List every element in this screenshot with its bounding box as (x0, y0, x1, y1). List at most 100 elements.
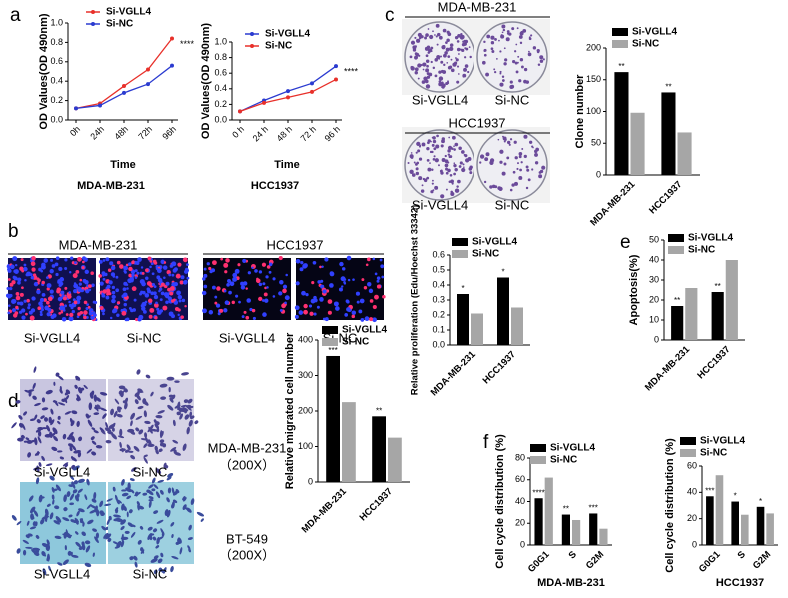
cell (36, 450, 40, 456)
colony (457, 33, 461, 38)
y-tick-label: 40 (649, 254, 659, 264)
colony (444, 163, 449, 168)
cell (35, 428, 42, 433)
cell (83, 384, 88, 390)
y-tick-label: 0.5 (432, 264, 445, 274)
cell (35, 477, 40, 485)
cell (159, 439, 165, 443)
legend-swatch (612, 28, 628, 36)
nucleus (72, 273, 78, 279)
nucleus (237, 263, 241, 267)
cell (63, 507, 68, 512)
legend-label: Si-VGLL4 (688, 233, 733, 244)
nucleus (171, 273, 175, 277)
nucleus (208, 310, 214, 315)
nucleus (19, 292, 24, 297)
nucleus (148, 314, 153, 319)
cell (86, 478, 90, 486)
colony (461, 150, 465, 154)
annotation: **** (532, 488, 544, 497)
nucleus (374, 294, 379, 300)
y-tick-label: 0 (596, 169, 601, 179)
image-label: HCC1937 (448, 115, 505, 130)
nucleus (9, 286, 13, 291)
cell (99, 510, 104, 515)
cell (137, 504, 140, 511)
bar (677, 132, 692, 175)
image-label: MDA-MB-231 (208, 440, 287, 455)
nucleus (159, 309, 164, 313)
nucleus (14, 263, 18, 267)
cell (113, 410, 118, 418)
nucleus (177, 313, 180, 317)
y-tick-label: 20 (649, 294, 659, 304)
y-tick-label: 0.8 (50, 37, 63, 47)
cell (44, 417, 49, 422)
cell (110, 422, 116, 429)
colony (484, 157, 489, 162)
cell (78, 436, 83, 442)
cell (76, 397, 81, 402)
nucleus (151, 283, 156, 287)
nucleus (168, 273, 172, 277)
colony (430, 190, 434, 194)
colony (541, 165, 546, 170)
cell (129, 478, 135, 482)
nucleus (83, 300, 88, 305)
nucleus (311, 281, 315, 285)
y-tick-label: 40 (687, 487, 697, 497)
cell (187, 537, 193, 540)
colony (436, 32, 441, 37)
nucleus (124, 270, 127, 274)
nucleus (312, 260, 317, 265)
y-tick-label: 0.8 (214, 52, 227, 62)
cell (33, 549, 38, 555)
colony (509, 80, 513, 84)
cell (15, 400, 21, 404)
cell (189, 411, 193, 418)
nucleus (303, 303, 308, 309)
colony (440, 194, 445, 199)
nucleus (41, 292, 46, 297)
cell (127, 522, 134, 528)
cell (87, 519, 94, 525)
nucleus (158, 289, 161, 293)
cell (96, 509, 100, 517)
colony (506, 140, 511, 145)
colony (539, 55, 544, 60)
legend-label: Si-VGLL4 (265, 29, 310, 40)
bar (766, 513, 774, 545)
colony (525, 80, 530, 84)
nucleus (279, 308, 283, 312)
colony (410, 65, 414, 70)
nucleus (285, 273, 288, 277)
colony (435, 35, 438, 38)
cell (64, 464, 69, 468)
cell (154, 423, 160, 430)
cell (93, 491, 97, 500)
cell (63, 531, 68, 539)
cell (91, 498, 97, 503)
y-tick-label: 1.0 (50, 17, 63, 27)
colony (483, 49, 486, 52)
nucleus (376, 276, 381, 280)
cell (70, 420, 75, 427)
nucleus (214, 295, 218, 299)
nucleus (58, 312, 62, 315)
nucleus (255, 278, 261, 284)
bar (497, 277, 509, 345)
cell (69, 493, 75, 501)
nucleus (141, 306, 146, 311)
cell (29, 526, 37, 530)
nucleus (147, 256, 152, 261)
cell (112, 541, 119, 545)
colony (525, 186, 529, 190)
nucleus (351, 314, 356, 319)
cell (111, 427, 115, 432)
y-tick-label: 0.6 (50, 56, 63, 66)
cell (91, 440, 97, 445)
nucleus (64, 258, 68, 262)
cell (104, 427, 112, 433)
y-tick-label: 50 (649, 234, 659, 244)
nucleus (346, 255, 352, 261)
